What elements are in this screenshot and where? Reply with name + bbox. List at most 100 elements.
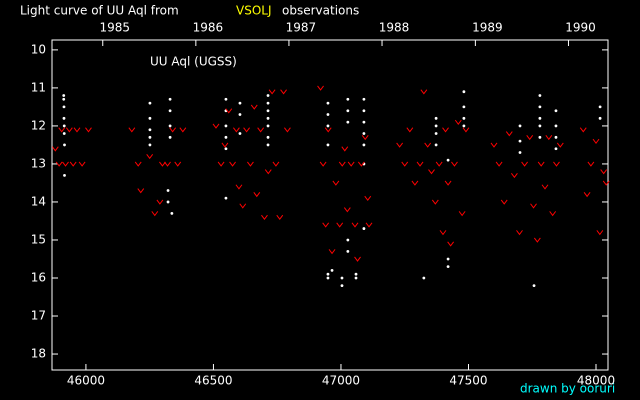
observation-point <box>354 276 358 280</box>
upper-limit-point <box>253 192 261 198</box>
upper-limit-point <box>235 184 243 190</box>
upper-limit-point <box>401 161 409 167</box>
y-tick-label: 12 <box>31 118 46 132</box>
observation-point <box>63 173 66 177</box>
upper-limit-point <box>284 127 291 133</box>
star-label: UU Aql (UGSS) <box>150 55 237 69</box>
observation-point <box>532 284 536 287</box>
upper-limit-point <box>247 161 254 167</box>
observation-point <box>446 265 450 268</box>
upper-limit-point <box>364 195 372 201</box>
observation-point <box>266 143 270 147</box>
upper-limit-point <box>587 161 595 167</box>
observation-point <box>326 272 330 276</box>
upper-limit-point <box>69 161 77 167</box>
upper-limit-point <box>332 180 340 186</box>
upper-limit-point <box>324 127 332 133</box>
observation-point <box>434 116 438 120</box>
upper-limit-point <box>406 127 414 133</box>
upper-limit-point <box>592 138 600 144</box>
observation-point <box>598 116 602 120</box>
observation-point <box>224 196 228 200</box>
observation-point <box>326 124 330 128</box>
plot-frame <box>51 39 609 371</box>
observation-point <box>554 147 558 151</box>
upper-limit-point <box>411 180 419 186</box>
upper-limit-point <box>600 169 608 175</box>
upper-limit-point <box>156 199 164 205</box>
upper-limit-point <box>137 188 145 194</box>
observation-point <box>362 97 366 101</box>
upper-limit-point <box>217 161 225 167</box>
upper-limit-point <box>521 161 528 167</box>
credit: drawn by ooruri <box>520 382 615 396</box>
upper-limit-point <box>250 104 258 110</box>
upper-limit-point <box>322 222 330 228</box>
observation-point <box>434 132 438 135</box>
upper-limit-point <box>268 89 276 95</box>
observation-point <box>362 120 366 124</box>
upper-limit-point <box>500 199 508 205</box>
upper-limit-point <box>545 135 553 141</box>
upper-limit-point <box>416 161 424 167</box>
upper-limit-point <box>261 214 268 220</box>
observation-point <box>238 113 242 116</box>
observation-point <box>238 101 242 105</box>
observation-point <box>148 128 152 132</box>
chart-title-end: observations <box>282 4 359 18</box>
x2-tick-label: 1988 <box>379 21 410 35</box>
observation-point <box>166 189 170 192</box>
y-tick-label: 16 <box>31 270 46 284</box>
upper-limit-point <box>73 127 81 133</box>
x-tick-label: 46000 <box>67 374 105 388</box>
upper-limit-point <box>319 161 327 167</box>
observation-point <box>266 116 270 120</box>
upper-limit-point <box>354 256 361 262</box>
upper-limit-point <box>420 89 428 95</box>
upper-limit-point <box>212 123 220 129</box>
observation-point <box>598 105 602 109</box>
observation-point <box>518 124 522 128</box>
observation-point <box>538 94 542 97</box>
upper-limit-point <box>146 154 154 160</box>
x-tick-label: 47000 <box>322 374 360 388</box>
observation-point <box>346 109 350 113</box>
upper-limit-point <box>365 222 373 228</box>
chart-title-source: VSOLJ <box>236 4 272 18</box>
upper-limit-point <box>490 142 498 148</box>
observation-point <box>462 116 466 120</box>
observation-point <box>462 90 466 94</box>
observation-point <box>266 135 270 139</box>
upper-limit-point <box>361 135 369 141</box>
observation-point <box>148 143 152 147</box>
observation-point <box>168 124 172 128</box>
observation-point <box>346 120 350 124</box>
observation-point <box>434 124 438 128</box>
observation-point <box>434 143 438 147</box>
y-tick-label: 13 <box>31 156 46 170</box>
upper-limit-point <box>257 127 265 133</box>
upper-limit-point <box>357 161 365 167</box>
y-tick-label: 15 <box>31 232 46 246</box>
upper-limit-point <box>62 161 69 167</box>
upper-limit-point <box>396 142 404 148</box>
upper-limit-point <box>229 161 236 167</box>
x2-tick-label: 1989 <box>472 21 503 35</box>
observation-point <box>538 135 542 139</box>
observation-point <box>446 158 450 162</box>
y-tick-label: 14 <box>31 194 46 208</box>
upper-limit-point <box>151 211 159 217</box>
upper-limit-point <box>583 192 591 198</box>
observation-point <box>148 116 152 120</box>
x2-tick-label: 1990 <box>565 21 596 35</box>
upper-limit-point <box>458 211 466 217</box>
upper-limit-point <box>439 230 447 236</box>
observation-point <box>346 97 350 101</box>
observation-point <box>266 94 270 97</box>
upper-limit-point <box>272 161 280 167</box>
observation-point <box>446 257 450 261</box>
x2-tick-label: 1986 <box>193 21 224 35</box>
upper-limit-point <box>556 142 564 148</box>
observation-point <box>62 116 66 120</box>
